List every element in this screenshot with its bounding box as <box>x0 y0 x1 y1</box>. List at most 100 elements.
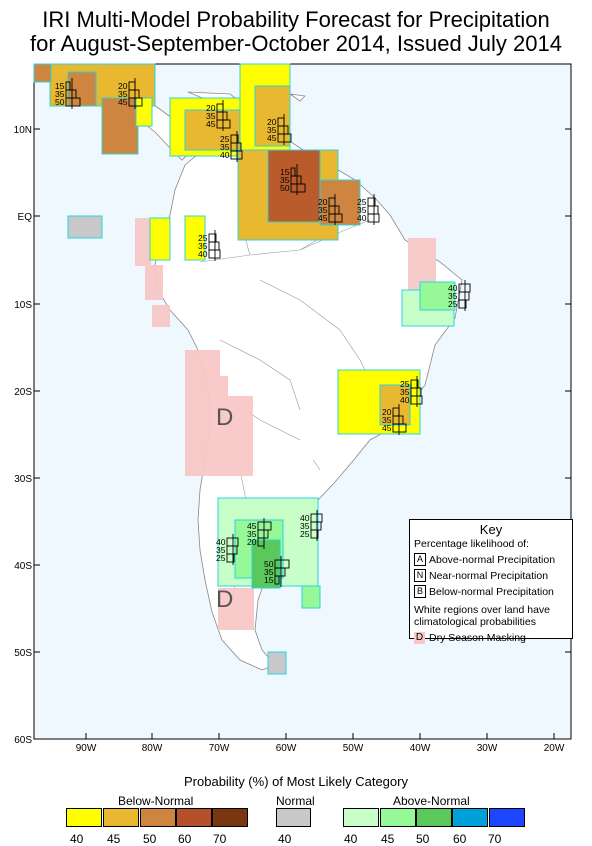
lon-label: 20W <box>544 743 565 754</box>
key-item-near: N Near-normal Precipitation <box>414 569 572 582</box>
forecast-value: 25 <box>220 134 230 144</box>
forecast-bar <box>458 299 467 309</box>
forecast-value: 15 <box>280 167 290 177</box>
forecast-value: 35 <box>318 205 328 215</box>
forecast-value: 50 <box>264 559 274 569</box>
normal-regions <box>67 215 287 675</box>
forecast-bar <box>128 97 143 107</box>
forecast-value: 20 <box>267 117 277 127</box>
legend-tick: 45 <box>107 832 121 846</box>
lon-label: 90W <box>76 743 97 754</box>
dry-season-masking <box>135 218 436 630</box>
key-title: Key <box>479 522 503 537</box>
forecast-value: 20 <box>382 407 392 417</box>
lon-label: 70W <box>209 743 230 754</box>
lat-label: 50S <box>14 648 32 659</box>
key-item-text: Near-normal Precipitation <box>429 569 549 582</box>
forecast-value: 35 <box>198 241 208 251</box>
forecast-value: 40 <box>448 283 458 293</box>
key-letter: A <box>414 553 426 566</box>
legend-swatch <box>276 808 311 827</box>
dry-mask-letter-north: D <box>216 404 233 431</box>
legend-swatch <box>176 808 212 827</box>
lat-label: 30S <box>14 474 32 485</box>
forecast-value: 40 <box>357 213 367 223</box>
lat-label: 10S <box>14 300 32 311</box>
forecast-bar <box>274 575 280 585</box>
map-title-line1: IRI Multi-Model Probability Forecast for… <box>42 7 550 32</box>
lat-label: 20S <box>14 387 32 398</box>
lon-label: 30W <box>477 743 498 754</box>
legend-tick: 50 <box>143 832 157 846</box>
legend-swatch <box>416 808 452 827</box>
forecast-value: 45 <box>118 97 128 107</box>
longitude-labels: 90W 80W 70W 60W 50W 40W 30W 20W <box>76 743 565 754</box>
map-title-line2: for August-September-October 2014, Issue… <box>30 31 562 56</box>
legend-swatch <box>140 808 176 827</box>
forecast-value: 25 <box>198 233 208 243</box>
key-item-text: Above-normal Precipitation <box>429 553 556 566</box>
legend-swatch <box>380 808 416 827</box>
legend-above-label: Above-Normal <box>393 794 470 808</box>
forecast-value: 35 <box>267 125 277 135</box>
key-note: White regions over land have climatologi… <box>414 604 550 628</box>
legend-tick: 60 <box>178 832 192 846</box>
lat-label: 40S <box>14 561 32 572</box>
white-regions <box>300 440 320 460</box>
forecast-value: 40 <box>216 537 226 547</box>
forecast-value: 35 <box>448 291 458 301</box>
lon-label: 80W <box>142 743 163 754</box>
key-item-above: A Above-normal Precipitation <box>414 553 572 566</box>
key-dry-letter: D <box>414 632 425 644</box>
legend-tick: 40 <box>278 832 292 846</box>
below-normal-regions <box>33 63 421 435</box>
key-letter: N <box>414 569 426 582</box>
forecast-value: 40 <box>400 395 410 405</box>
forecast-value: 35 <box>264 567 274 577</box>
forecast-bar <box>392 423 407 433</box>
legend-tick: 40 <box>344 832 358 846</box>
lat-label: 10N <box>14 125 32 136</box>
forecast-value: 25 <box>448 299 458 309</box>
lon-label: 40W <box>410 743 431 754</box>
key-letter: B <box>414 585 426 598</box>
forecast-value: 35 <box>55 89 65 99</box>
forecast-value: 50 <box>55 97 65 107</box>
forecast-value: 25 <box>400 379 410 389</box>
forecast-value: 35 <box>118 89 128 99</box>
key-item-below: B Below-normal Precipitation <box>414 585 572 598</box>
forecast-value: 35 <box>247 529 257 539</box>
forecast-bar <box>410 395 423 405</box>
forecast-value: 15 <box>264 575 274 585</box>
legend-swatch <box>452 808 488 827</box>
legend-normal-label: Normal <box>276 794 315 808</box>
forecast-value: 20 <box>318 197 328 207</box>
forecast-bar <box>65 97 81 107</box>
forecast-value: 35 <box>216 545 226 555</box>
forecast-value: 45 <box>318 213 328 223</box>
forecast-value: 45 <box>206 119 216 129</box>
key-item-text: Below-normal Precipitation <box>429 585 554 598</box>
legend-swatch <box>66 808 102 827</box>
forecast-value: 20 <box>118 81 128 91</box>
forecast-bar <box>310 529 319 539</box>
legend-tick: 45 <box>381 832 395 846</box>
forecast-value: 45 <box>382 423 392 433</box>
forecast-value: 35 <box>300 521 310 531</box>
forecast-bar <box>274 567 286 577</box>
lat-label: 60S <box>14 735 32 746</box>
lon-label: 50W <box>343 743 364 754</box>
